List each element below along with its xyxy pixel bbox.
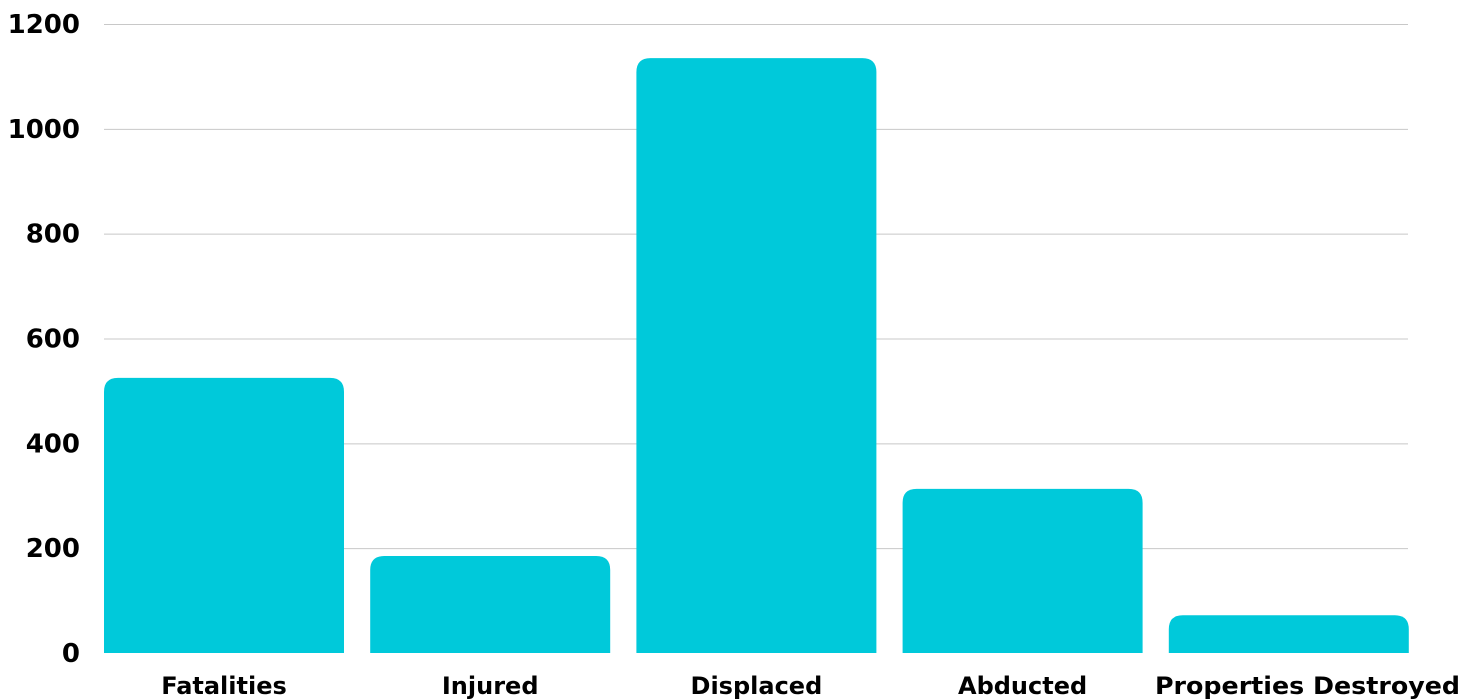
x-axis-category-labels: Fatalities Injured Displaced Abducted Pr… bbox=[161, 672, 1460, 700]
y-tick-label: 600 bbox=[26, 325, 80, 355]
bar-fatalities bbox=[104, 377, 344, 653]
y-tick-label: 1200 bbox=[8, 10, 80, 40]
bar-properties-destroyed bbox=[1168, 615, 1409, 653]
bar-displaced bbox=[636, 58, 877, 653]
y-axis-tick-labels: 0 200 400 600 800 1000 1200 bbox=[8, 10, 80, 669]
x-category-label: Displaced bbox=[691, 672, 823, 700]
y-tick-label: 200 bbox=[26, 534, 80, 564]
x-category-label: Properties Destroyed bbox=[1155, 672, 1460, 700]
x-category-label: Fatalities bbox=[161, 672, 287, 700]
y-tick-label: 1000 bbox=[8, 115, 80, 145]
bars bbox=[104, 58, 1409, 653]
bar-abducted bbox=[902, 488, 1143, 653]
y-tick-label: 400 bbox=[26, 429, 80, 459]
bar-injured bbox=[370, 556, 611, 653]
x-category-label: Abducted bbox=[958, 672, 1087, 700]
x-category-label: Injured bbox=[442, 672, 539, 700]
y-tick-label: 800 bbox=[26, 220, 80, 250]
y-tick-label: 0 bbox=[62, 639, 80, 669]
